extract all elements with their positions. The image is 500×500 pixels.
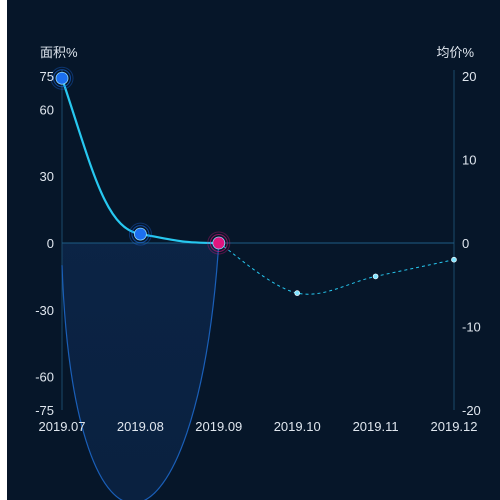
area-percent-line [60, 77, 219, 245]
right-tick-label: 10 [462, 153, 476, 168]
marker-ring [128, 222, 152, 246]
left-tick-label: 30 [40, 169, 54, 184]
chart: 面积% 均价% 7560300-30-60-7520100-10-202019.… [35, 45, 481, 500]
area-fill [62, 243, 219, 500]
left-tick-label: -60 [35, 370, 54, 385]
area-point-marker [55, 71, 69, 85]
left-tick-label: -75 [35, 403, 54, 418]
x-tick-label: 2019.07 [39, 419, 86, 434]
left-tick-label: 60 [40, 102, 54, 117]
right-tick-label: 20 [462, 69, 476, 84]
left-tick-label: -30 [35, 303, 54, 318]
price-point-marker [372, 273, 379, 280]
x-tick-label: 2019.08 [117, 419, 164, 434]
marker-ring [207, 231, 231, 255]
x-tick-label: 2019.09 [195, 419, 242, 434]
right-axis-label: 均价% [436, 45, 474, 60]
marker-ring [131, 225, 150, 244]
left-tick-label: 0 [47, 236, 54, 251]
left-axis-label: 面积% [40, 45, 78, 60]
marker-ring [53, 69, 71, 88]
price-percent-line [218, 242, 455, 295]
marker-ring [50, 66, 74, 90]
left-tick-label: 75 [40, 69, 54, 84]
area-curve-line [61, 242, 220, 500]
x-tick-label: 2019.10 [274, 419, 321, 434]
x-tick-label: 2019.11 [353, 419, 399, 434]
right-tick-label: -20 [462, 403, 481, 418]
chart-panel: 面积% 均价% 75 60 30 0 -30 -60 -75 20 10 0 -10 -20 2019.… [7, 0, 500, 500]
x-tick-label: 2019.12 [431, 419, 478, 434]
area-point-marker [133, 227, 147, 241]
right-tick-label: -10 [462, 320, 481, 335]
marker-ring [209, 234, 228, 252]
area-point-marker [212, 236, 226, 250]
price-point-marker [294, 290, 301, 296]
right-tick-label: 0 [462, 236, 469, 251]
price-point-marker [451, 256, 457, 263]
